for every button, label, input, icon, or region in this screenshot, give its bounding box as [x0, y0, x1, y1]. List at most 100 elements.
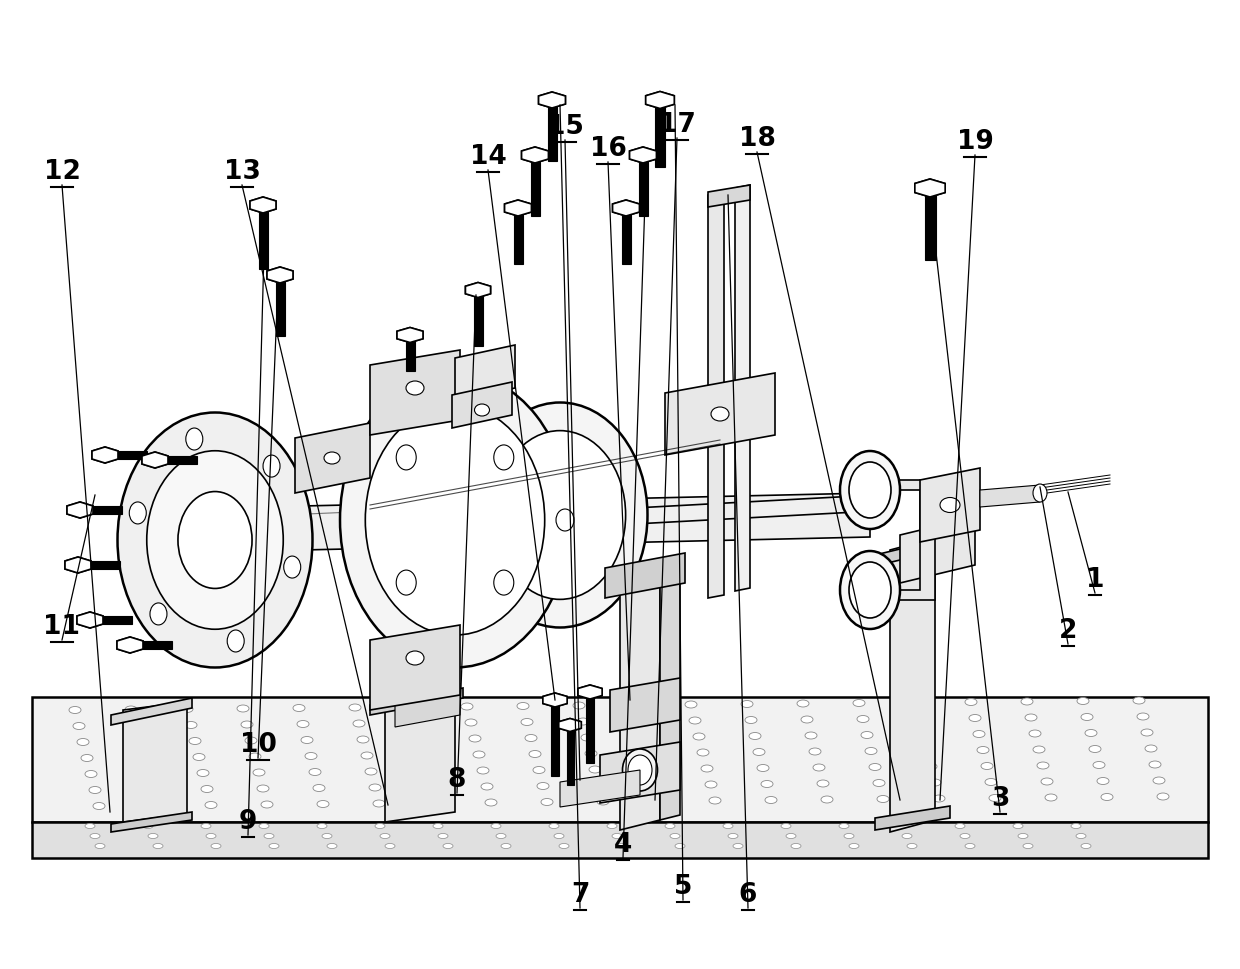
Ellipse shape	[379, 833, 391, 838]
Polygon shape	[551, 705, 559, 775]
Text: 10: 10	[239, 732, 277, 758]
Polygon shape	[560, 495, 875, 528]
Ellipse shape	[1089, 745, 1101, 753]
Polygon shape	[613, 200, 640, 216]
Polygon shape	[505, 200, 532, 216]
Text: 18: 18	[739, 126, 775, 152]
Ellipse shape	[405, 651, 424, 665]
Polygon shape	[735, 185, 750, 591]
Ellipse shape	[1097, 777, 1109, 785]
Polygon shape	[875, 806, 950, 830]
Ellipse shape	[494, 570, 513, 595]
Text: 19: 19	[956, 129, 993, 155]
Ellipse shape	[73, 723, 86, 730]
Ellipse shape	[322, 833, 332, 838]
Ellipse shape	[817, 780, 830, 787]
Text: 3: 3	[991, 786, 1009, 812]
Ellipse shape	[585, 750, 596, 757]
Polygon shape	[660, 565, 680, 820]
Polygon shape	[102, 616, 131, 624]
Ellipse shape	[665, 824, 675, 828]
Polygon shape	[167, 456, 197, 464]
Ellipse shape	[201, 786, 213, 793]
Ellipse shape	[1025, 714, 1037, 721]
Ellipse shape	[1071, 824, 1081, 828]
Polygon shape	[538, 92, 565, 108]
Ellipse shape	[861, 732, 873, 738]
Polygon shape	[543, 693, 567, 707]
Ellipse shape	[1045, 794, 1056, 801]
Ellipse shape	[257, 785, 269, 792]
Ellipse shape	[965, 699, 977, 705]
Ellipse shape	[201, 824, 211, 828]
Ellipse shape	[541, 798, 553, 805]
Ellipse shape	[425, 784, 436, 791]
Ellipse shape	[143, 824, 153, 828]
Ellipse shape	[517, 703, 529, 709]
Polygon shape	[275, 281, 284, 336]
Ellipse shape	[965, 843, 975, 849]
Ellipse shape	[701, 765, 713, 772]
Ellipse shape	[675, 843, 684, 849]
Ellipse shape	[374, 824, 384, 828]
Ellipse shape	[756, 765, 769, 771]
Polygon shape	[560, 770, 640, 807]
Ellipse shape	[129, 502, 146, 524]
Polygon shape	[980, 485, 1040, 507]
Ellipse shape	[475, 404, 490, 416]
Ellipse shape	[968, 714, 981, 722]
Ellipse shape	[873, 779, 885, 787]
Polygon shape	[67, 502, 93, 518]
Polygon shape	[215, 493, 870, 552]
Polygon shape	[559, 718, 582, 732]
Ellipse shape	[227, 630, 244, 652]
Ellipse shape	[622, 749, 657, 791]
Ellipse shape	[866, 747, 877, 755]
Ellipse shape	[573, 702, 585, 709]
Polygon shape	[77, 612, 103, 628]
Polygon shape	[258, 211, 268, 269]
Ellipse shape	[1023, 843, 1033, 849]
Polygon shape	[538, 92, 565, 108]
Ellipse shape	[897, 824, 906, 828]
Ellipse shape	[637, 734, 649, 740]
Ellipse shape	[1081, 843, 1091, 849]
Polygon shape	[646, 91, 675, 109]
Polygon shape	[250, 197, 277, 213]
Ellipse shape	[1037, 762, 1049, 769]
Ellipse shape	[689, 717, 701, 724]
Ellipse shape	[684, 701, 697, 708]
Ellipse shape	[69, 706, 81, 713]
Ellipse shape	[340, 372, 570, 668]
Ellipse shape	[849, 843, 859, 849]
Ellipse shape	[960, 833, 970, 838]
Polygon shape	[397, 328, 423, 342]
Ellipse shape	[857, 715, 869, 723]
Ellipse shape	[260, 801, 273, 808]
Ellipse shape	[981, 763, 993, 769]
Ellipse shape	[494, 445, 513, 470]
Ellipse shape	[205, 801, 217, 808]
Ellipse shape	[405, 703, 417, 710]
Ellipse shape	[501, 843, 511, 849]
Ellipse shape	[461, 703, 472, 710]
Ellipse shape	[723, 824, 733, 828]
Ellipse shape	[465, 719, 477, 726]
Ellipse shape	[955, 824, 965, 828]
Polygon shape	[600, 742, 680, 803]
Polygon shape	[396, 683, 460, 727]
Ellipse shape	[791, 843, 801, 849]
Ellipse shape	[932, 795, 945, 802]
Ellipse shape	[549, 824, 559, 828]
Polygon shape	[112, 698, 192, 725]
Polygon shape	[474, 296, 482, 346]
Ellipse shape	[839, 451, 900, 529]
Polygon shape	[117, 451, 148, 459]
Ellipse shape	[596, 798, 609, 805]
Polygon shape	[613, 200, 640, 216]
Polygon shape	[405, 341, 414, 371]
Ellipse shape	[317, 800, 329, 807]
Ellipse shape	[153, 843, 162, 849]
Ellipse shape	[761, 780, 773, 788]
Ellipse shape	[81, 755, 93, 762]
